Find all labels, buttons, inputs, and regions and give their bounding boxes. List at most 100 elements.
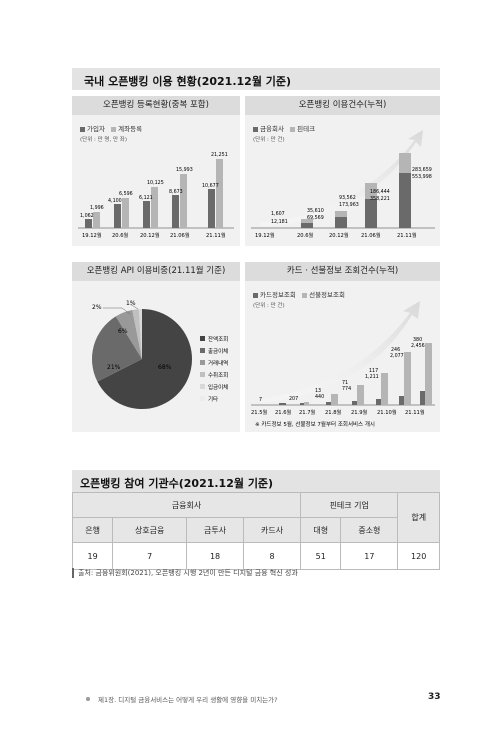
tick-label: 21.06월 (170, 231, 190, 239)
pie-slice (115, 310, 142, 359)
bar (399, 153, 411, 173)
data-label: 2,077 (390, 353, 404, 359)
data-label: 1,996 (90, 205, 104, 211)
bar (300, 403, 307, 405)
chart2-legend: 금융회사 핀테크 (253, 123, 315, 133)
pie-slice (91, 316, 142, 382)
tick-label: 20.6월 (297, 231, 314, 239)
legend-item: 선불정보조회 (309, 291, 345, 299)
table-header-cell: 상호금융 (112, 517, 188, 543)
chart1-legend: 가입자 계좌등록 (80, 123, 142, 133)
table-header-cell: 카드사 (243, 517, 302, 543)
table-group-fintech: 핀테크 기업 (300, 492, 399, 518)
data-label: 6,596 (119, 191, 133, 197)
bar (357, 385, 364, 405)
data-label: 186,444 (370, 189, 390, 195)
chart2-unit: (단위 : 만 건) (253, 137, 285, 143)
data-label: 173,963 (339, 202, 359, 208)
data-label: 93,562 (339, 195, 356, 201)
tick-label: 20.12월 (329, 231, 349, 239)
section1-header (72, 68, 440, 90)
legend-item: 잔액조회 (208, 335, 228, 343)
tick-label: 21.11월 (397, 231, 417, 239)
chart3-title: 오픈뱅킹 API 이용비중(21.11월 기준) (72, 262, 240, 281)
tick-label: 19.12월 (82, 231, 102, 239)
legend-item: 수취조회 (208, 371, 228, 379)
table-cell: 120 (397, 542, 440, 570)
pie-slice (97, 309, 193, 409)
bar (399, 173, 411, 228)
tick-label: 21.11월 (206, 231, 226, 239)
bar (326, 402, 331, 405)
chart1-unit: (단위 : 만 명, 만 좌) (80, 137, 127, 143)
data-label: 246 (391, 347, 400, 353)
table-cell: 8 (243, 542, 302, 570)
data-label: 4,100 (108, 198, 122, 204)
data-label: 1,607 (271, 211, 285, 217)
section1-title: 국내 오픈뱅킹 이용 현황(2021.12월 기준) (84, 75, 292, 88)
data-label: 358,221 (370, 196, 390, 202)
data-label: 283,659 (412, 167, 432, 173)
data-label: 440 (315, 394, 324, 400)
legend-item: 카드정보조회 (260, 291, 296, 299)
chart2-title: 오픈뱅킹 이용건수(누적) (245, 96, 440, 115)
chart2-panel: 오픈뱅킹 이용건수(누적) 금융회사 핀테크 (단위 : 만 건) 1,607 … (245, 96, 440, 246)
table-cell: 18 (186, 542, 245, 570)
bar (85, 219, 92, 228)
pie-label: 68% (158, 364, 172, 371)
section2-title: 오픈뱅킹 참여 기관수(2021.12월 기준) (80, 477, 274, 490)
tick-label: 21.9월 (351, 408, 368, 416)
pie-label: 2% (92, 304, 102, 311)
data-label: 6,121 (139, 195, 153, 201)
table-total-header: 합계 (397, 492, 440, 543)
chart4-title: 카드 · 선불정보 조회건수(누적) (245, 262, 440, 281)
bar (335, 211, 347, 217)
chart1-title: 오픈뱅킹 등록현황(중복 포함) (72, 96, 240, 115)
chart4-svg: 7 207 13 440 71 774 117 1,211 246 2,077 … (251, 301, 435, 428)
legend-item: 거래내역 (208, 359, 228, 367)
table-cell: 7 (112, 542, 188, 570)
source-bar (72, 568, 74, 578)
tick-label: 21.5월 (251, 408, 268, 416)
table-header-cell: 중소형 (340, 517, 399, 543)
tick-label: 21.8월 (325, 408, 342, 416)
participation-table: 금융회사 핀테크 기업 합계 은행 상호금융 금투사 카드사 대형 중소형 19… (71, 492, 440, 570)
bar (279, 403, 286, 405)
data-label: 69,569 (307, 215, 324, 221)
chart2-svg: 1,607 12,181 35,610 69,569 93,562 173,96… (251, 130, 435, 239)
bar (425, 343, 432, 405)
bar (172, 195, 179, 228)
bar (216, 159, 223, 228)
chart1-svg: 1,062 1,996 4,100 6,596 6,121 10,125 8,6… (78, 152, 234, 239)
bar (304, 402, 309, 405)
bar (301, 223, 313, 228)
legend-item: 입금이체 (208, 383, 228, 391)
table-header-cell: 대형 (300, 517, 342, 543)
footer-bullet (86, 697, 90, 701)
data-label: 1,062 (80, 213, 94, 219)
bar (331, 394, 338, 405)
bar (143, 201, 150, 228)
data-label: 774 (342, 386, 351, 392)
data-label: 21,251 (211, 152, 228, 158)
legend-item: 출금이체 (208, 347, 228, 355)
bar (122, 198, 129, 228)
pie-label: 6% (118, 328, 128, 335)
chart4-legend: 카드정보조회 선불정보조회 (253, 289, 345, 299)
data-label: 13 (315, 388, 321, 394)
legend-item: 기타 (208, 395, 218, 403)
bar (365, 183, 377, 199)
legend-item: 핀테크 (297, 125, 316, 133)
table-cell: 19 (71, 542, 114, 570)
chart4-unit: (단위 : 만 건) (253, 303, 285, 309)
pie-label: 1% (126, 300, 136, 307)
bar (93, 212, 100, 228)
data-label: 71 (342, 380, 348, 386)
table-header-cell: 금투사 (186, 517, 245, 543)
bar (420, 391, 425, 405)
data-label: 553,998 (412, 174, 432, 180)
chart3-svg: 68% 21% 6% 2% 1% 잔액조회 출금이체 거래내역 수취조회 입금이… (91, 300, 228, 409)
data-label: 12,181 (271, 219, 288, 225)
data-label: 8,673 (169, 189, 183, 195)
pie-slice (138, 309, 142, 359)
